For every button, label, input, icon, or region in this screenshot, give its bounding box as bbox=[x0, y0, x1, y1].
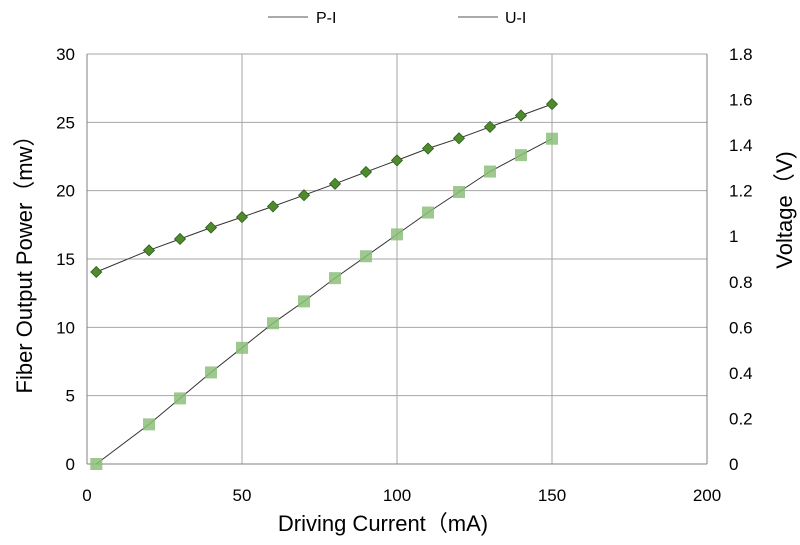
axes bbox=[86, 54, 708, 465]
data-point-square bbox=[329, 272, 341, 285]
data-point-square bbox=[143, 418, 155, 431]
data-point-square bbox=[205, 366, 217, 379]
y2-axis-title: Voltage（V) bbox=[772, 151, 797, 268]
tick-labels: 0 5 10 15 20 25 30 0 50 100 150 200 0 0.2 0.4 0.6 0.8 1 1.… bbox=[56, 45, 753, 505]
data-point-square bbox=[90, 458, 103, 470]
y-axis-title: Fiber Output Power（mw） bbox=[12, 125, 37, 394]
data-point-diamond bbox=[390, 154, 404, 167]
legend-label-ui: U-I bbox=[505, 10, 526, 27]
data-point-diamond bbox=[359, 165, 373, 179]
series-group bbox=[90, 98, 559, 470]
data-point-diamond bbox=[328, 177, 342, 190]
y2-tick-label: 1.2 bbox=[729, 182, 753, 201]
legend: P-I U-I bbox=[268, 10, 526, 27]
data-point-diamond bbox=[421, 142, 435, 155]
legend-label-pi: P-I bbox=[316, 10, 336, 27]
data-point-diamond bbox=[514, 109, 528, 122]
y2-tick-label: 1.4 bbox=[729, 136, 753, 155]
y2-tick-label: 1 bbox=[729, 227, 738, 246]
data-point-square bbox=[515, 149, 527, 162]
data-point-square bbox=[453, 186, 465, 199]
data-point-diamond bbox=[235, 211, 249, 224]
data-point-diamond bbox=[266, 200, 280, 213]
data-point-diamond bbox=[297, 189, 311, 202]
data-point-diamond bbox=[90, 265, 103, 279]
y-tick-label: 5 bbox=[66, 387, 75, 406]
data-point-square bbox=[484, 165, 496, 178]
y2-tick-label: 1.6 bbox=[729, 91, 753, 110]
y-tick-label: 0 bbox=[66, 455, 75, 474]
x-tick-label: 0 bbox=[82, 486, 91, 505]
y-tick-label: 20 bbox=[56, 182, 75, 201]
data-point-square bbox=[546, 132, 558, 145]
data-point-diamond bbox=[142, 244, 156, 257]
data-point-square bbox=[391, 228, 403, 241]
data-point-diamond bbox=[483, 120, 497, 133]
data-point-square bbox=[360, 250, 372, 263]
x-tick-label: 150 bbox=[538, 486, 566, 505]
data-point-square bbox=[298, 295, 310, 308]
x-tick-label: 50 bbox=[233, 486, 252, 505]
y-tick-label: 15 bbox=[56, 250, 75, 269]
y2-tick-label: 1.8 bbox=[729, 45, 753, 64]
data-point-diamond bbox=[545, 98, 559, 111]
y-tick-label: 30 bbox=[56, 45, 75, 64]
data-point-square bbox=[267, 317, 279, 330]
data-point-diamond bbox=[173, 232, 187, 246]
series-line-2 bbox=[96, 103, 553, 273]
y-tick-label: 10 bbox=[56, 318, 75, 337]
data-point-square bbox=[236, 341, 248, 354]
y2-tick-label: 0 bbox=[729, 455, 738, 474]
y2-tick-label: 0.6 bbox=[729, 318, 753, 337]
x-tick-label: 100 bbox=[383, 486, 411, 505]
data-point-diamond bbox=[204, 221, 218, 234]
data-point-diamond bbox=[452, 132, 466, 145]
y-tick-label: 25 bbox=[56, 113, 75, 132]
data-point-square bbox=[174, 392, 186, 405]
x-tick-label: 200 bbox=[693, 486, 721, 505]
x-axis-title: Driving Current（mA) bbox=[278, 511, 488, 536]
y2-tick-label: 0.8 bbox=[729, 273, 753, 292]
y2-tick-label: 0.4 bbox=[729, 364, 753, 383]
data-point-square bbox=[422, 206, 434, 219]
y2-tick-label: 0.2 bbox=[729, 409, 753, 428]
